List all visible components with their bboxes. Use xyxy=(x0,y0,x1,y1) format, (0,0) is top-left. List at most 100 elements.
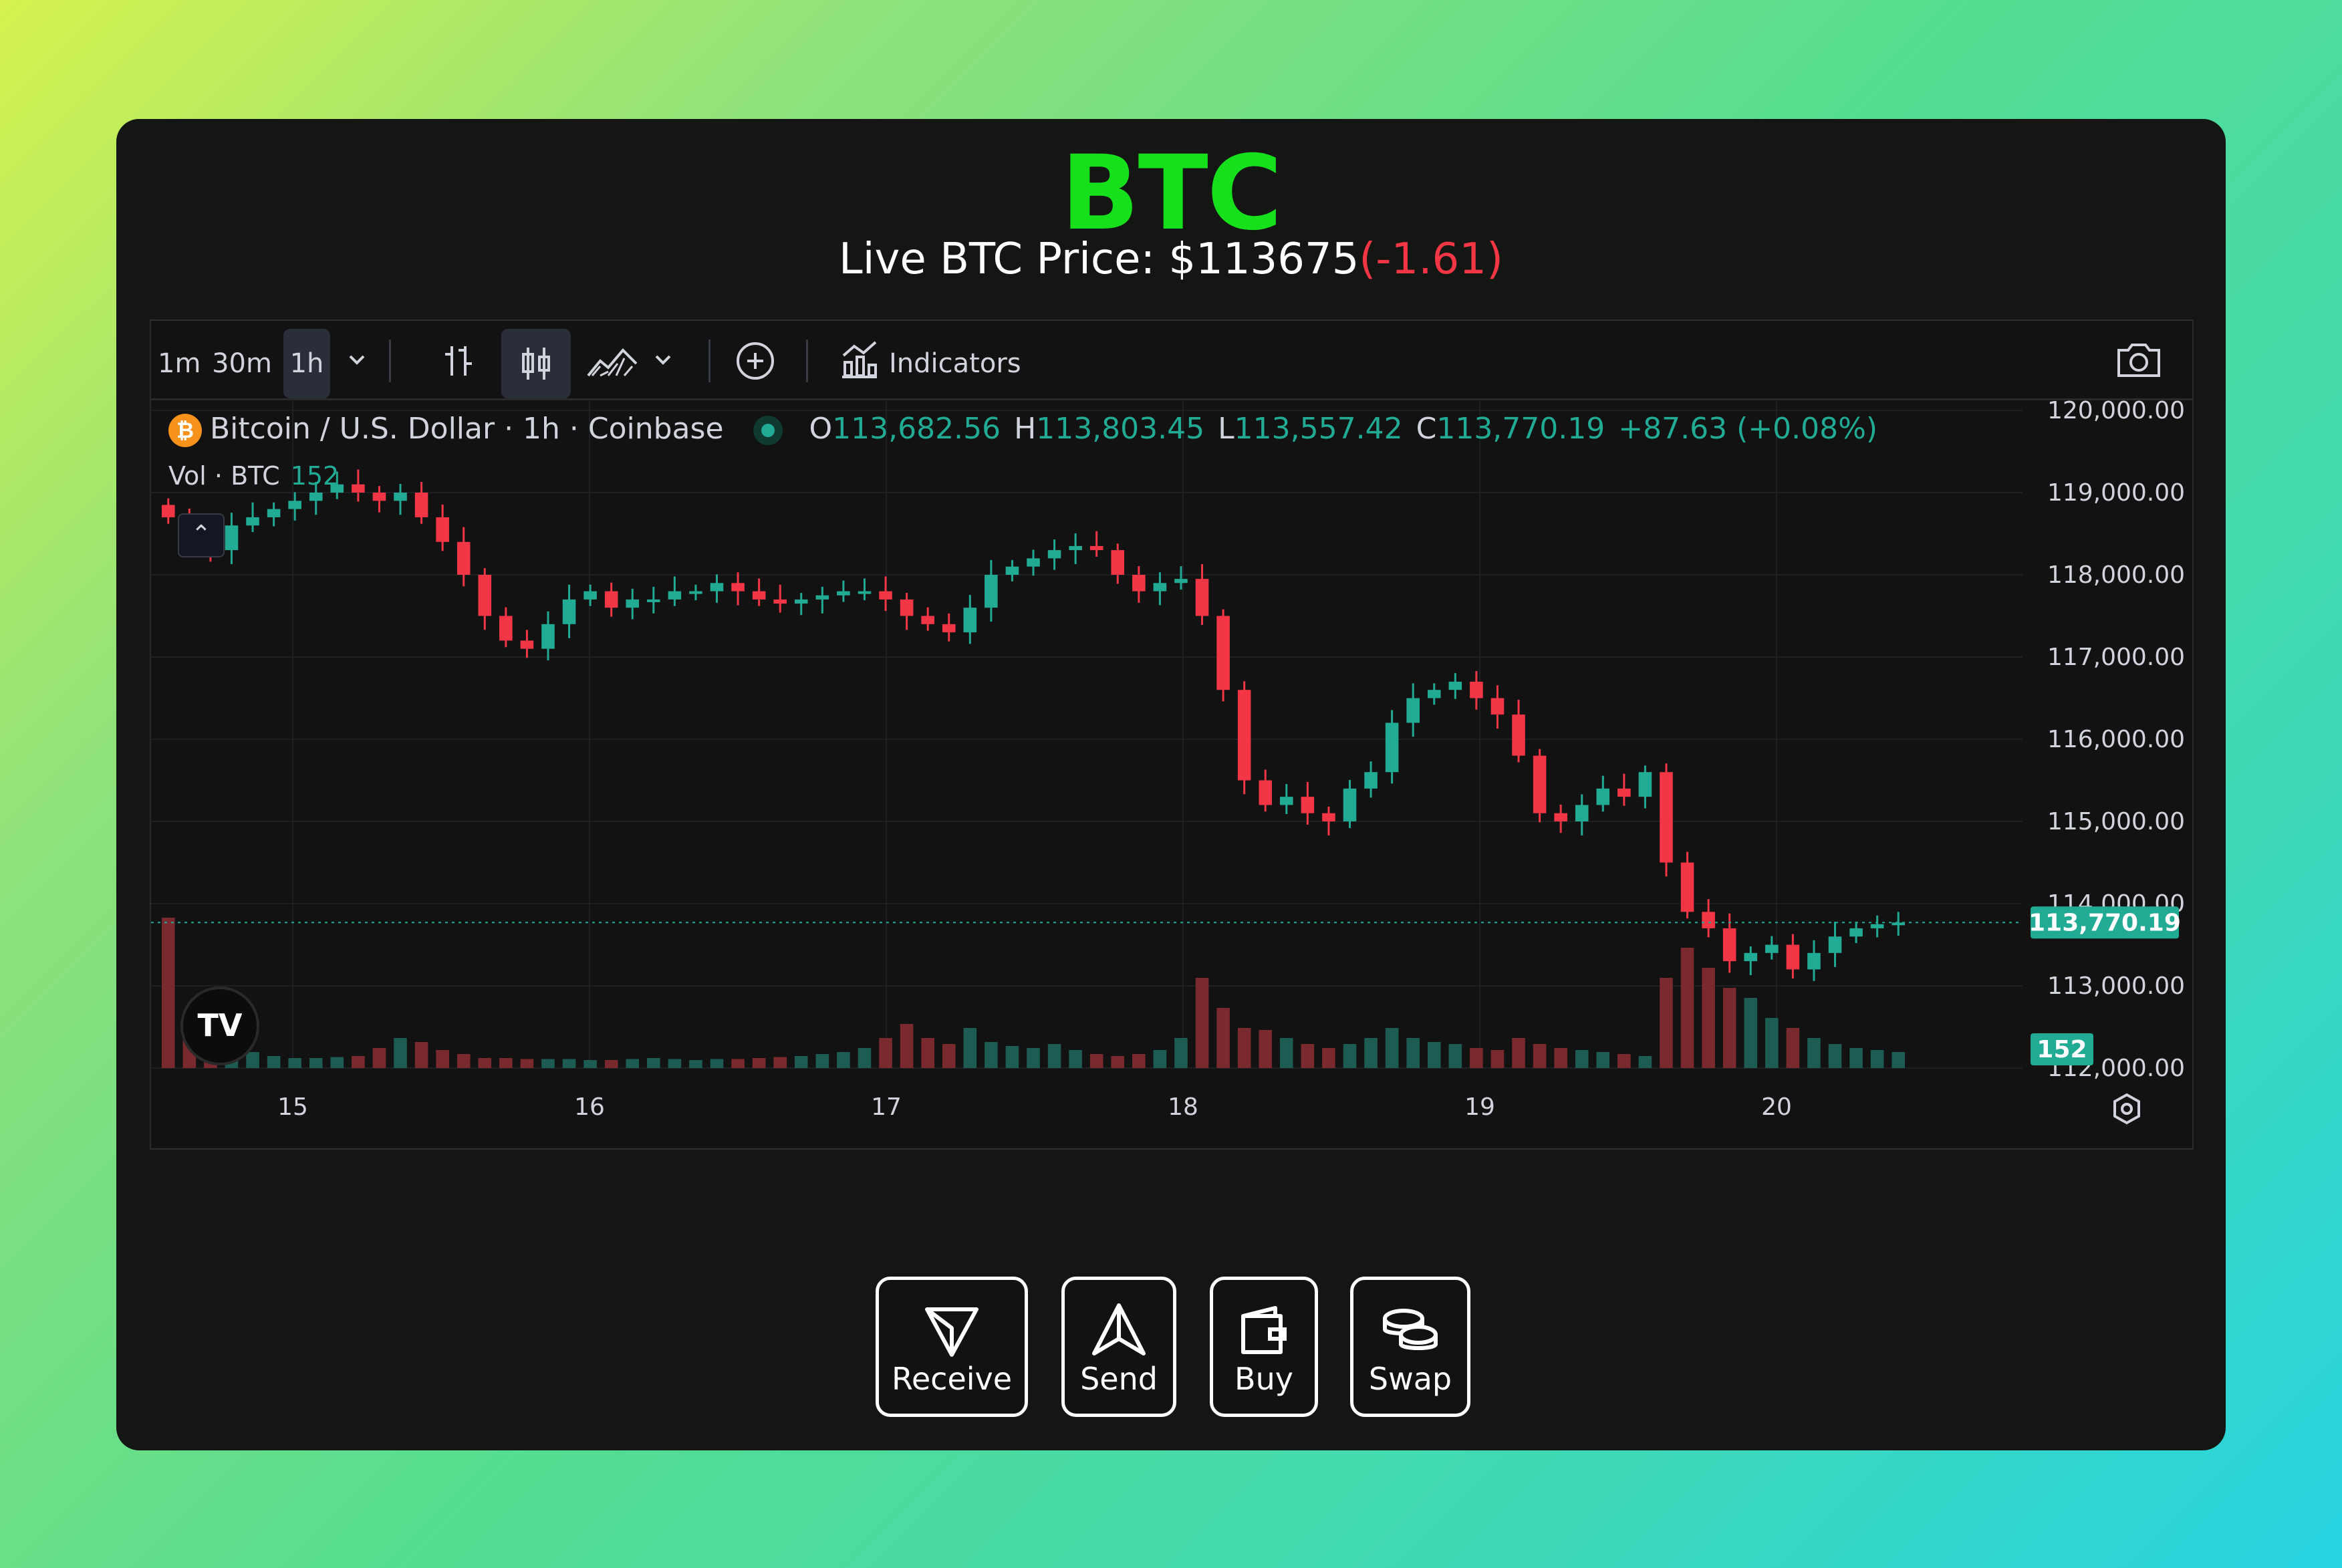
volume-bar xyxy=(1153,1050,1167,1068)
candle-body xyxy=(1406,698,1420,723)
volume-bar xyxy=(352,1056,365,1068)
receive-label: Receive xyxy=(891,1361,1013,1397)
indicators-icon[interactable] xyxy=(838,338,881,384)
volume-bar xyxy=(1807,1038,1821,1068)
candle-body xyxy=(1870,924,1884,928)
candle-body xyxy=(520,640,534,649)
volume-bar xyxy=(1870,1050,1884,1068)
tradingview-logo-icon[interactable]: TV xyxy=(180,987,259,1065)
candle-body xyxy=(1385,723,1399,773)
candle-body xyxy=(1680,862,1694,912)
receive-button[interactable]: Receive xyxy=(876,1277,1028,1417)
volume-bar xyxy=(1680,948,1694,1068)
chevron-down-icon[interactable] xyxy=(345,350,369,373)
candle-body xyxy=(436,517,449,542)
candle-body xyxy=(1153,583,1167,592)
price-chart[interactable]: 120,000.00 119,000.00 118,000.00 117,000.00… xyxy=(151,400,2190,1146)
candle-body xyxy=(1343,788,1357,821)
volume-bar xyxy=(1132,1054,1146,1068)
candle-body xyxy=(267,509,281,517)
low-value: 113,557.42 xyxy=(1234,412,1403,446)
chevron-up-icon[interactable]: ⌃ xyxy=(178,513,225,557)
interval-1m[interactable]: 1m xyxy=(158,348,201,379)
candle-body xyxy=(288,501,301,509)
candle-body xyxy=(499,616,513,641)
volume-bar xyxy=(837,1052,850,1068)
volume-legend: Vol · BTC 152 xyxy=(168,461,339,491)
area-chart-icon[interactable] xyxy=(586,341,639,384)
volume-bar xyxy=(1617,1054,1631,1068)
last-volume-badge xyxy=(2031,1033,2093,1065)
volume-bar xyxy=(1385,1028,1399,1068)
candle-body xyxy=(1259,780,1273,805)
settings-icon[interactable] xyxy=(2108,1091,2145,1131)
candle-body xyxy=(1617,788,1631,797)
change-value: +87.63 (+0.08%) xyxy=(1618,412,1878,446)
swap-label: Swap xyxy=(1368,1361,1452,1397)
y-tick-label: 118,000.00 xyxy=(2047,561,2185,589)
volume-label: Vol · BTC xyxy=(168,461,280,491)
candle-body xyxy=(1849,928,1863,937)
candle-body xyxy=(562,599,576,624)
high-key: H xyxy=(1014,412,1037,446)
candlestick-icon[interactable] xyxy=(501,329,571,398)
candle-body xyxy=(414,493,428,517)
candle-body xyxy=(985,575,998,608)
action-bar: Receive Send Buy Swap xyxy=(116,1277,2226,1421)
volume-bar xyxy=(1216,1008,1230,1068)
candle-body xyxy=(457,541,471,575)
volume-bar xyxy=(1575,1050,1589,1068)
candle-body xyxy=(794,599,808,604)
volume-bar xyxy=(942,1044,956,1068)
volume-bar xyxy=(1828,1044,1842,1068)
candle-body xyxy=(541,624,555,649)
candle-body xyxy=(1765,944,1779,953)
market-status-icon xyxy=(753,416,783,445)
candle-body xyxy=(1490,698,1505,715)
candle-body xyxy=(752,591,766,600)
volume-bar xyxy=(1702,968,1715,1068)
price-card: BTC Live BTC Price: $113675(-1.61) 1m 30… xyxy=(116,119,2226,1450)
volume-bar xyxy=(1259,1030,1273,1068)
volume-bar xyxy=(1406,1038,1420,1068)
indicators-button[interactable]: Indicators xyxy=(889,348,1021,379)
x-tick-label: 16 xyxy=(574,1093,605,1121)
candle-body xyxy=(668,591,682,600)
send-button[interactable]: Send xyxy=(1061,1277,1176,1417)
toolbar-divider xyxy=(806,340,808,382)
high-value: 113,803.45 xyxy=(1036,412,1205,446)
symbol-title[interactable]: Bitcoin / U.S. Dollar · 1h · Coinbase xyxy=(210,412,724,446)
last-volume-label: 152 xyxy=(2037,1036,2087,1063)
volume-bar xyxy=(1089,1054,1103,1068)
candle-body xyxy=(1322,813,1335,821)
volume-bar xyxy=(1533,1044,1547,1068)
candle-body xyxy=(1301,797,1315,813)
volume-bar xyxy=(668,1059,682,1068)
candle-body xyxy=(1216,616,1230,690)
interval-1h[interactable]: 1h xyxy=(283,329,330,398)
bitcoin-icon: ₿ xyxy=(168,414,202,447)
bar-chart-icon[interactable] xyxy=(438,341,479,384)
candle-body xyxy=(1448,681,1462,690)
chevron-down-icon[interactable] xyxy=(651,350,675,373)
camera-icon[interactable] xyxy=(2115,340,2163,382)
volume-bar xyxy=(309,1058,323,1068)
candle-body xyxy=(1237,690,1251,781)
volume-bar xyxy=(773,1057,787,1068)
add-circle-icon[interactable] xyxy=(734,340,777,385)
swap-button[interactable]: Swap xyxy=(1350,1277,1470,1417)
price-change: (-1.61) xyxy=(1359,235,1503,284)
candle-body xyxy=(372,493,386,501)
volume-bar xyxy=(1111,1056,1125,1068)
candle-body xyxy=(1047,550,1061,559)
buy-button[interactable]: Buy xyxy=(1210,1277,1318,1417)
y-tick-label: 117,000.00 xyxy=(2047,644,2185,671)
volume-bar xyxy=(1892,1052,1906,1068)
volume-value: 152 xyxy=(290,461,340,491)
volume-bar xyxy=(1744,998,1758,1068)
candle-body xyxy=(330,484,344,493)
chart-toolbar: 1m 30m 1h xyxy=(151,321,2192,400)
interval-30m[interactable]: 30m xyxy=(212,348,272,379)
y-tick-label: 116,000.00 xyxy=(2047,726,2185,753)
